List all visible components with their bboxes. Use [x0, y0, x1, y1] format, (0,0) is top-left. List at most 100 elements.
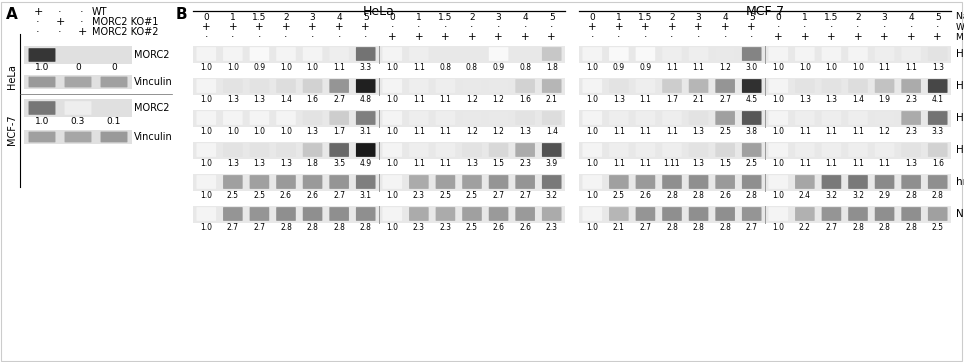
FancyBboxPatch shape — [582, 175, 602, 189]
Text: 2.8: 2.8 — [360, 223, 372, 232]
Text: 0: 0 — [775, 13, 781, 21]
Text: +: + — [308, 22, 317, 32]
FancyBboxPatch shape — [65, 101, 92, 115]
Text: 1.0: 1.0 — [201, 63, 212, 72]
Text: 2.3: 2.3 — [905, 96, 917, 105]
Text: 1.3: 1.3 — [613, 96, 625, 105]
FancyBboxPatch shape — [928, 143, 948, 157]
FancyBboxPatch shape — [409, 207, 429, 221]
Text: 1.1: 1.1 — [413, 63, 425, 72]
Text: 1.0: 1.0 — [387, 96, 398, 105]
Text: 2.8: 2.8 — [281, 223, 292, 232]
FancyBboxPatch shape — [223, 111, 243, 125]
Text: 1.2: 1.2 — [878, 127, 891, 136]
FancyBboxPatch shape — [848, 143, 868, 157]
Text: +: + — [521, 32, 529, 42]
FancyBboxPatch shape — [197, 175, 216, 189]
Text: 1.0: 1.0 — [387, 160, 398, 168]
FancyBboxPatch shape — [409, 79, 429, 93]
FancyBboxPatch shape — [848, 111, 868, 125]
Text: 1.1: 1.1 — [852, 127, 864, 136]
Text: 1.0: 1.0 — [387, 191, 398, 201]
Text: 1.1: 1.1 — [639, 96, 652, 105]
FancyBboxPatch shape — [768, 143, 789, 157]
FancyBboxPatch shape — [542, 79, 561, 93]
Text: ·: · — [591, 32, 594, 42]
Text: ·: · — [37, 17, 40, 27]
Text: 3.2: 3.2 — [546, 191, 558, 201]
Text: ·: · — [364, 32, 367, 42]
Text: 1.1: 1.1 — [413, 160, 425, 168]
Text: 5: 5 — [362, 13, 368, 21]
Text: 0.8: 0.8 — [440, 63, 451, 72]
Text: 2.3: 2.3 — [413, 223, 425, 232]
Text: 3.3: 3.3 — [931, 127, 944, 136]
FancyBboxPatch shape — [688, 79, 709, 93]
FancyBboxPatch shape — [582, 47, 602, 61]
Text: 2.8: 2.8 — [932, 191, 944, 201]
FancyBboxPatch shape — [330, 47, 349, 61]
Text: 1.5: 1.5 — [493, 160, 504, 168]
FancyBboxPatch shape — [715, 47, 735, 61]
FancyBboxPatch shape — [662, 47, 682, 61]
FancyBboxPatch shape — [489, 143, 508, 157]
Text: 1.0: 1.0 — [586, 96, 599, 105]
Text: 1.1: 1.1 — [440, 160, 451, 168]
Bar — [24, 46, 132, 64]
FancyBboxPatch shape — [609, 111, 629, 125]
FancyBboxPatch shape — [874, 207, 895, 221]
Text: 1.0: 1.0 — [35, 63, 49, 72]
Text: 2.7: 2.7 — [254, 223, 265, 232]
Text: 1.0: 1.0 — [825, 63, 838, 72]
Text: 2.4: 2.4 — [799, 191, 811, 201]
FancyBboxPatch shape — [768, 79, 789, 93]
FancyBboxPatch shape — [542, 143, 561, 157]
FancyBboxPatch shape — [848, 47, 868, 61]
FancyBboxPatch shape — [223, 207, 243, 221]
FancyBboxPatch shape — [356, 175, 376, 189]
FancyBboxPatch shape — [635, 79, 656, 93]
FancyBboxPatch shape — [197, 111, 216, 125]
Text: 2.1: 2.1 — [546, 96, 557, 105]
FancyBboxPatch shape — [223, 175, 243, 189]
Text: 1.0: 1.0 — [772, 127, 785, 136]
Text: 3: 3 — [495, 13, 501, 21]
Text: 1.0: 1.0 — [586, 127, 599, 136]
Text: 1.0: 1.0 — [307, 63, 318, 72]
Text: 2.1: 2.1 — [692, 96, 705, 105]
FancyBboxPatch shape — [250, 47, 269, 61]
FancyBboxPatch shape — [901, 111, 921, 125]
Text: ·: · — [830, 22, 833, 32]
FancyBboxPatch shape — [768, 207, 789, 221]
Text: ·: · — [803, 22, 807, 32]
FancyBboxPatch shape — [662, 111, 682, 125]
Text: 1.1: 1.1 — [852, 160, 864, 168]
Text: ·: · — [644, 32, 647, 42]
FancyBboxPatch shape — [928, 207, 948, 221]
Text: 2.7: 2.7 — [825, 223, 838, 232]
Text: 2.8: 2.8 — [719, 223, 731, 232]
FancyBboxPatch shape — [635, 111, 656, 125]
Text: ·: · — [697, 32, 700, 42]
FancyBboxPatch shape — [609, 175, 629, 189]
FancyBboxPatch shape — [383, 47, 402, 61]
Bar — [579, 46, 951, 63]
Text: 1.0: 1.0 — [586, 223, 599, 232]
Text: 2.5: 2.5 — [466, 223, 478, 232]
Text: +: + — [362, 22, 370, 32]
Text: +: + — [495, 32, 503, 42]
Text: 1.1: 1.1 — [413, 96, 425, 105]
Text: 1.2: 1.2 — [493, 96, 504, 105]
Text: 1.2: 1.2 — [719, 63, 731, 72]
Text: B: B — [176, 7, 188, 22]
Text: +: + — [880, 32, 889, 42]
FancyBboxPatch shape — [928, 175, 948, 189]
Text: 1.1: 1.1 — [440, 96, 451, 105]
FancyBboxPatch shape — [29, 132, 56, 142]
Text: 1.3: 1.3 — [692, 127, 705, 136]
FancyBboxPatch shape — [330, 175, 349, 189]
Text: 1.5: 1.5 — [253, 13, 267, 21]
Text: 4.8: 4.8 — [360, 96, 372, 105]
FancyBboxPatch shape — [821, 47, 842, 61]
FancyBboxPatch shape — [462, 111, 482, 125]
